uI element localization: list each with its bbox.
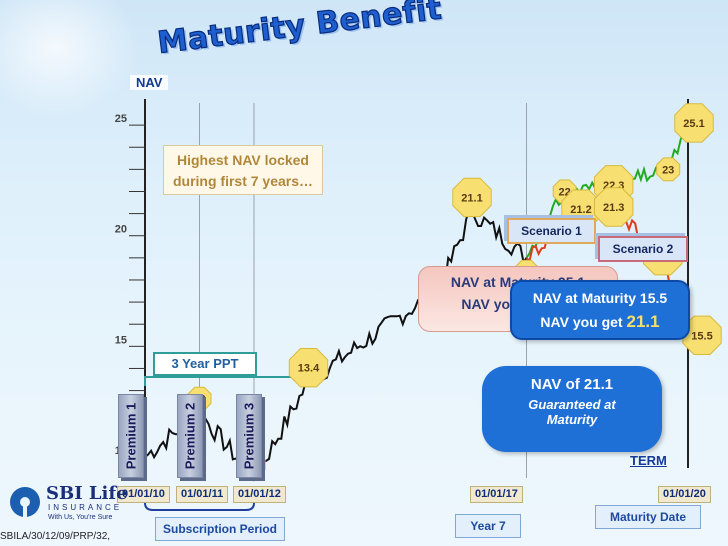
value-badge [452, 177, 492, 218]
premium-1-tag: Premium 1 [118, 394, 144, 478]
premium-1-label: Premium 1 [123, 402, 139, 470]
maturity-box-2-value: 21.1 [626, 312, 660, 331]
value-label: 21.2 [570, 204, 591, 216]
scenario-2-label: Scenario 2 [598, 236, 688, 262]
logo-tagline: With Us, You're Sure [48, 514, 113, 521]
value-label: 21.1 [461, 192, 482, 204]
maturity-box-2-line-1: NAV at Maturity 15.5 [532, 290, 668, 306]
sbi-life-logo: SBI Life INSURANCE With Us, You're Sure [8, 483, 128, 527]
y-tick-label: 15 [115, 334, 127, 346]
ppt-bracket [144, 376, 314, 386]
note-line-1: Highest NAV locked [177, 152, 309, 168]
date-label-2012: 01/01/12 [233, 486, 286, 503]
date-label-2011: 01/01/11 [176, 486, 229, 503]
value-badge [594, 187, 634, 227]
premium-3-tag: Premium 3 [236, 394, 262, 478]
term-label: TERM [630, 453, 667, 468]
scenario-1-label: Scenario 1 [507, 218, 596, 244]
guarantee-line-1: NAV of 21.1 [530, 376, 614, 393]
ppt-label: 3 Year PPT [153, 352, 257, 376]
subscription-bracket [144, 502, 255, 511]
maturity-date-label: Maturity Date [595, 505, 701, 529]
base-nav-line [144, 209, 528, 482]
value-label: 13.4 [298, 363, 320, 375]
date-label-2010: 01/01/10 [117, 486, 170, 503]
subscription-period-label: Subscription Period [155, 517, 285, 541]
premium-2-tag: Premium 2 [177, 394, 203, 478]
highest-nav-note: Highest NAV locked during first 7 years… [163, 145, 323, 195]
value-badge [288, 348, 329, 388]
maturity-box-scenario-2: NAV at Maturity 15.5 NAV you get 21.1 [510, 280, 690, 340]
maturity-box-2-prefix: NAV you get [540, 314, 627, 330]
logo-subtitle: INSURANCE [48, 503, 123, 512]
premium-2-label: Premium 2 [182, 402, 198, 470]
value-badge [656, 157, 681, 182]
year-7-label: Year 7 [455, 514, 521, 538]
premium-3-label: Premium 3 [241, 402, 257, 470]
guarantee-line-3: Maturity [546, 412, 598, 427]
guarantee-line-2: Guaranteed at [528, 397, 616, 412]
date-label-2020: 01/01/20 [658, 486, 711, 503]
y-tick-label: 25 [115, 113, 127, 125]
value-badge [674, 103, 714, 143]
background-watermark [0, 0, 140, 120]
date-label-2017: 01/01/17 [470, 486, 523, 503]
y-tick-label: 20 [115, 224, 127, 236]
y-axis-title: NAV [130, 75, 169, 90]
value-label: 15.5 [691, 330, 712, 342]
value-label: 23 [662, 164, 674, 176]
maturity-box-2-line-2: NAV you get 21.1 [512, 310, 688, 334]
value-label: 21.3 [603, 202, 624, 214]
sbi-logo-icon [10, 487, 40, 517]
value-label: 25.1 [683, 118, 704, 130]
footer-code: SBILA/30/12/09/PRP/32, [0, 531, 111, 542]
guarantee-callout: NAV of 21.1 Guaranteed at Maturity [482, 366, 662, 452]
note-line-2: during first 7 years… [172, 173, 314, 189]
logo-brand: SBI Life [46, 483, 128, 504]
